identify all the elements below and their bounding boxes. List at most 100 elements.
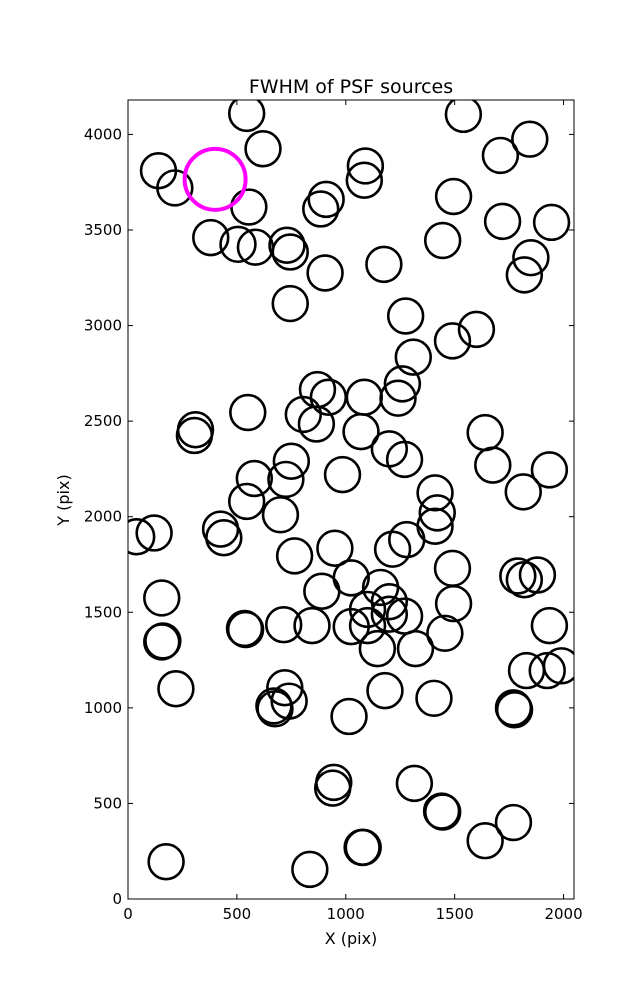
psf-source-marker [518,556,557,594]
psf-source-marker [144,622,182,660]
psf-source-marker [323,455,362,494]
y-tick-label: 4000 [84,125,122,143]
psf-source-marker [275,537,314,575]
psf-source-marker [505,256,544,294]
psf-source-marker [227,100,266,133]
psf-source-marker [366,671,404,710]
y-tick-label: 2500 [84,412,122,430]
psf-source-marker [313,769,352,807]
psf-source-marker [267,460,305,499]
psf-source-marker [483,202,522,241]
psf-source-marker [226,610,265,649]
psf-source-marker [272,442,311,480]
x-tick-label: 2000 [544,905,582,923]
psf-source-marker [418,494,456,532]
psf-source-marker [135,514,173,552]
x-tick-label: 1500 [436,905,474,923]
psf-source-marker [345,378,384,416]
psf-source-marker [423,221,462,260]
psf-source-marker [395,764,434,803]
y-tick-label: 500 [93,794,122,812]
psf-source-marker [512,238,550,277]
psf-source-marker [291,850,329,889]
psf-source-marker [433,322,472,360]
psf-source-marker [303,572,341,610]
psf-source-marker [383,365,422,403]
psf-source-marker [205,519,243,557]
psf-source-marker [348,606,387,645]
y-tick-label: 0 [112,890,122,908]
psf-source-marker [157,670,195,708]
psf-source-marker [416,474,454,512]
psf-source-marker [175,416,214,455]
psf-source-marker [227,482,266,521]
psf-source-marker [330,697,368,736]
psf-source-marker [542,647,574,685]
psf-source-marker [298,370,337,409]
y-tick-label: 3000 [84,317,122,335]
psf-source-marker [528,651,566,690]
psf-source-marker [511,120,549,158]
highlighted-source-marker [182,146,248,212]
psf-source-marker [466,821,504,860]
psf-source-marker [370,583,409,621]
psf-source-marker [271,284,309,323]
psf-source-marker [434,177,473,216]
psf-source-marker [156,169,194,207]
psf-source-marker [264,605,303,644]
psf-source-marker [302,190,340,228]
psf-source-marker [433,549,472,588]
psf-source-marker [147,843,185,881]
x-tick-label: 1000 [327,905,365,923]
psf-source-marker [284,395,323,434]
psf-source-marker [444,100,483,134]
psf-source-marker [386,297,425,335]
plot-frame [127,99,575,900]
psf-source-marker [507,651,546,690]
psf-source-marker [346,147,385,185]
x-tick-label: 0 [123,905,133,923]
psf-source-marker [345,161,384,200]
psf-source-marker [332,607,370,646]
psf-source-marker [426,614,464,653]
psf-source-marker [344,828,382,867]
psf-source-marker [365,245,403,284]
y-tick-label: 3500 [84,221,122,239]
data-markers [128,100,574,889]
psf-source-marker [504,473,542,511]
y-tick-label: 1500 [84,603,122,621]
psf-source-marker [466,413,504,452]
y-axis-label: Y (pix) [54,474,73,526]
psf-source-marker [499,557,537,595]
psf-source-marker [495,691,534,729]
psf-source-marker [316,529,354,567]
psf-source-marker [261,496,300,534]
psf-source-marker [309,378,348,416]
y-tick-label: 1000 [84,699,122,717]
psf-source-marker [474,446,512,484]
psf-source-marker [268,226,306,264]
y-tick-label: 2000 [84,508,122,526]
psf-source-marker [230,188,268,226]
psf-source-marker [481,136,520,175]
psf-source-marker [385,440,424,479]
psf-source-marker [494,803,533,842]
psf-source-marker [256,690,294,728]
x-axis-label: X (pix) [325,929,378,948]
psf-source-marker [358,629,397,668]
psf-source-marker [192,218,230,257]
psf-source-marker [235,459,274,498]
chart-title: FWHM of PSF sources [249,76,453,98]
psf-source-marker [532,203,571,242]
psf-source-marker [128,518,156,556]
axis-ticks: 0 500 1000 1500 2000 0 500 1000 1500 2000 2500 3000… [84,100,583,923]
psf-source-marker [297,405,336,443]
psf-source-marker [219,225,257,264]
psf-source-marker [394,338,433,376]
psf-source-marker [457,310,496,349]
psf-source-marker [143,579,181,617]
psf-source-marker [423,793,462,831]
psf-source-marker [434,584,473,623]
psf-source-marker [370,595,409,633]
